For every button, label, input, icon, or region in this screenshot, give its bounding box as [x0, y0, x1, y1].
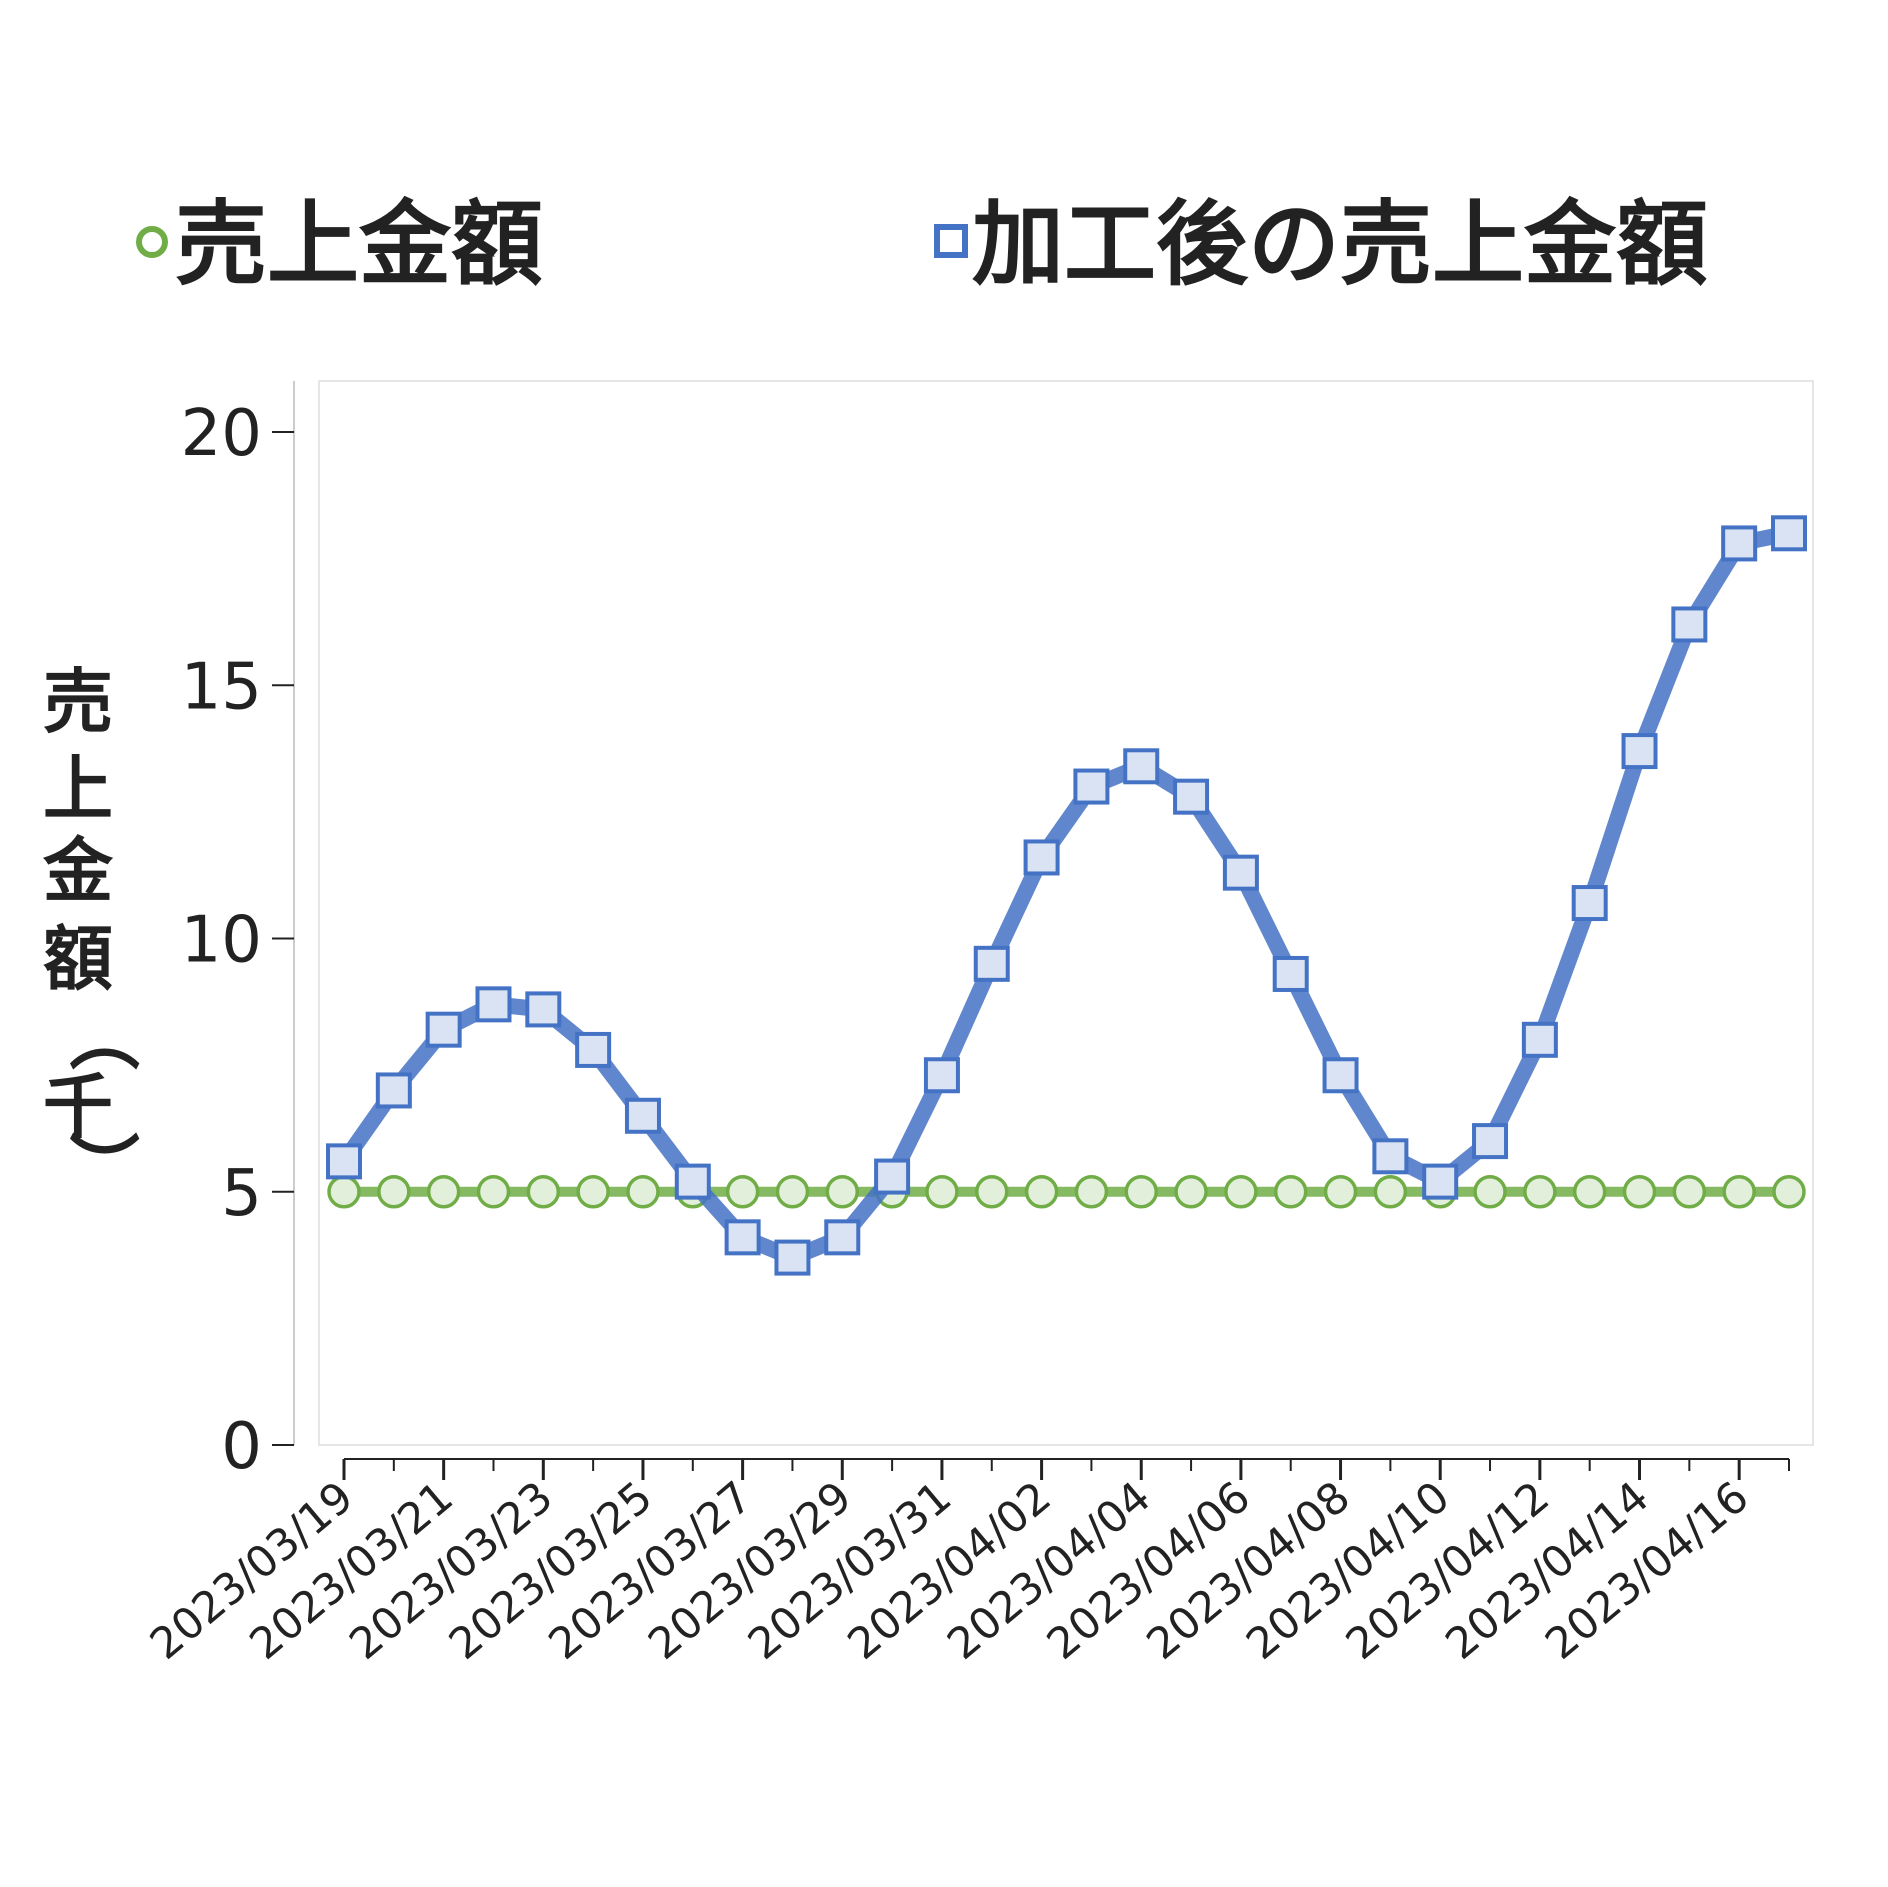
legend-marker-circle-icon [136, 226, 168, 258]
series-0-point-13[interactable] [975, 1175, 1009, 1209]
series-1-point-9[interactable] [774, 1239, 811, 1276]
series-0-point-12[interactable] [925, 1175, 959, 1209]
series-0-point-4[interactable] [526, 1175, 561, 1209]
series-0-point-0[interactable] [327, 1175, 361, 1209]
series-1-point-8[interactable] [724, 1219, 761, 1256]
series-1-point-6[interactable] [624, 1097, 661, 1134]
plot-area [318, 380, 1814, 1446]
y-axis-title-char-3: 額 [43, 918, 113, 1000]
series-1-point-21[interactable] [1372, 1138, 1409, 1175]
series-0-point-20[interactable] [1323, 1175, 1358, 1209]
y-tick-label-3: 15 [181, 650, 262, 724]
series-0-point-8[interactable] [725, 1175, 760, 1209]
series-1-point-7[interactable] [674, 1163, 711, 1200]
series-1-point-19[interactable] [1272, 955, 1309, 992]
x-axis: 2023/03/192023/03/212023/03/232023/03/25… [141, 1458, 1790, 1670]
series-1-point-22[interactable] [1422, 1163, 1459, 1200]
legend-label-processed-sales: 加工後の売上金額 [972, 191, 1708, 298]
legend: 売上金額 加工後の売上金額 [136, 191, 1708, 298]
y-axis-title-char-0: 売 [43, 661, 113, 743]
series-0-point-17[interactable] [1174, 1175, 1208, 1209]
series-0-point-24[interactable] [1523, 1175, 1557, 1209]
series-0-point-5[interactable] [576, 1175, 610, 1209]
series-1-point-20[interactable] [1322, 1057, 1359, 1094]
series-0-point-21[interactable] [1373, 1175, 1408, 1209]
series-0-point-28[interactable] [1722, 1175, 1756, 1209]
series-1-point-29[interactable] [1771, 515, 1807, 552]
series-0-point-18[interactable] [1224, 1175, 1258, 1209]
series-0-point-15[interactable] [1074, 1175, 1109, 1209]
series-0 [327, 1175, 1806, 1209]
y-axis-title-char-4: （ [61, 1001, 143, 1071]
series-1-point-24[interactable] [1521, 1021, 1558, 1058]
series-1-point-3[interactable] [475, 986, 512, 1023]
series-1-point-18[interactable] [1222, 854, 1259, 891]
y-axis-title-char-1: 上 [43, 748, 113, 830]
legend-item-processed-sales[interactable]: 加工後の売上金額 [934, 191, 1708, 298]
legend-marker-square-icon [934, 224, 968, 258]
series-1-point-14[interactable] [1023, 839, 1060, 876]
series-1-point-12[interactable] [923, 1057, 960, 1094]
series-0-point-25[interactable] [1572, 1175, 1607, 1209]
series-1-point-0[interactable] [326, 1143, 362, 1180]
series-1-point-13[interactable] [973, 945, 1010, 982]
y-axis-title-char-2: 金 [42, 830, 114, 912]
series-0-point-9[interactable] [775, 1175, 810, 1209]
y-axis-title-char-6: ） [61, 1131, 143, 1201]
y-tick-label-1: 5 [221, 1157, 262, 1231]
series-0-point-1[interactable] [377, 1175, 411, 1209]
series-1-point-10[interactable] [824, 1219, 861, 1256]
series-1 [326, 515, 1807, 1276]
series-1-point-28[interactable] [1721, 525, 1758, 562]
series-0-point-23[interactable] [1473, 1175, 1507, 1209]
y-axis-title: 売上金額（千） [42, 661, 143, 1201]
series-1-point-15[interactable] [1073, 768, 1110, 805]
series-1-point-4[interactable] [525, 991, 562, 1028]
series-layer [326, 515, 1807, 1276]
y-axis: 0 5 10 15 20 [181, 381, 295, 1484]
series-0-point-14[interactable] [1024, 1175, 1059, 1209]
series-0-point-6[interactable] [626, 1175, 660, 1209]
series-0-point-26[interactable] [1622, 1175, 1657, 1209]
y-tick-label-0: 0 [221, 1410, 262, 1484]
series-1-point-17[interactable] [1173, 778, 1210, 815]
series-1-point-26[interactable] [1621, 733, 1658, 770]
series-1-point-27[interactable] [1671, 606, 1708, 643]
series-1-point-11[interactable] [874, 1158, 911, 1195]
series-0-point-27[interactable] [1672, 1175, 1707, 1209]
y-tick-label-4: 20 [181, 397, 262, 471]
series-0-point-2[interactable] [426, 1175, 461, 1209]
series-0-point-29[interactable] [1772, 1175, 1806, 1209]
series-0-point-19[interactable] [1273, 1175, 1308, 1209]
series-1-point-1[interactable] [375, 1072, 412, 1109]
series-0-point-16[interactable] [1124, 1175, 1158, 1209]
legend-label-sales: 売上金額 [175, 191, 543, 298]
y-tick-label-2: 10 [181, 904, 262, 978]
series-0-point-10[interactable] [825, 1175, 860, 1209]
series-0-point-3[interactable] [476, 1175, 511, 1209]
series-1-point-25[interactable] [1571, 885, 1608, 922]
series-1-point-23[interactable] [1472, 1123, 1509, 1160]
series-1-point-16[interactable] [1123, 748, 1160, 785]
legend-item-sales[interactable]: 売上金額 [136, 191, 543, 298]
series-1-point-5[interactable] [575, 1031, 612, 1068]
series-1-point-2[interactable] [425, 1011, 462, 1048]
y-axis-title-char-5: 千 [43, 1066, 113, 1148]
